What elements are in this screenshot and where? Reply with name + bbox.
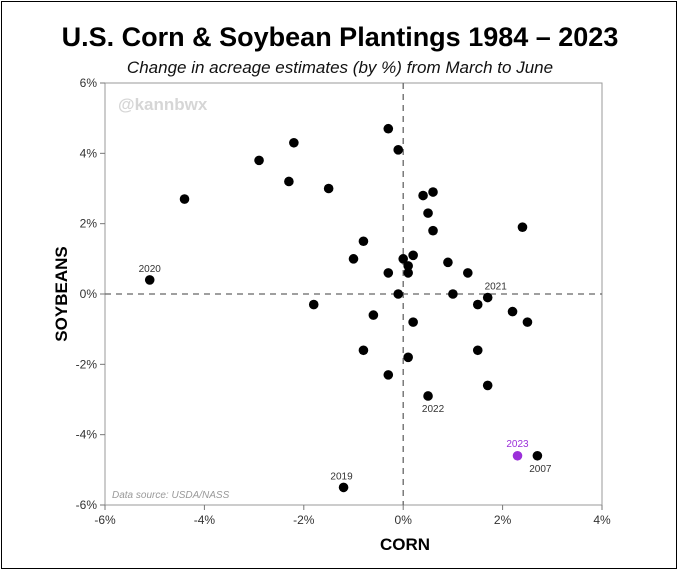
data-point xyxy=(323,183,334,194)
data-point xyxy=(393,145,404,155)
data-point xyxy=(403,352,413,363)
data-point xyxy=(308,299,319,310)
x-tick-label: 2% xyxy=(494,513,512,527)
data-point xyxy=(517,222,528,232)
chart-subtitle: Change in acreage estimates (by %) from … xyxy=(126,58,554,77)
data-point xyxy=(284,176,294,187)
data-point xyxy=(398,254,409,264)
data-point xyxy=(423,391,433,401)
data-point xyxy=(383,370,394,380)
data-point xyxy=(408,317,418,327)
x-tick-label: -2% xyxy=(293,513,315,527)
data-point xyxy=(463,268,473,278)
data-point xyxy=(448,289,458,299)
data-point xyxy=(144,275,155,285)
y-tick-label: 2% xyxy=(80,217,98,231)
point-label: 2021 xyxy=(485,282,508,293)
watermark: @kannbwx xyxy=(118,95,208,114)
data-point xyxy=(482,292,493,303)
data-point xyxy=(358,345,369,356)
x-tick-label: -6% xyxy=(94,513,116,527)
source-note: Data source: USDA/NASS xyxy=(112,490,230,501)
y-tick-label: 0% xyxy=(80,287,98,301)
data-point xyxy=(338,482,349,493)
data-point xyxy=(522,317,533,327)
data-point xyxy=(418,190,428,201)
data-point xyxy=(358,236,369,247)
data-point xyxy=(348,254,359,264)
point-label: 2007 xyxy=(529,464,552,475)
x-tick-label: -4% xyxy=(194,513,216,527)
data-point xyxy=(423,208,433,218)
y-tick-label: -4% xyxy=(76,428,98,442)
data-point xyxy=(428,225,438,236)
data-point xyxy=(289,137,299,148)
x-tick-label: 0% xyxy=(395,513,413,527)
y-tick-label: 6% xyxy=(80,76,98,90)
point-label: 2023 xyxy=(506,439,529,450)
y-tick-label: -2% xyxy=(76,357,98,371)
data-point xyxy=(408,250,418,261)
data-point xyxy=(472,345,483,356)
data-point xyxy=(532,450,543,461)
data-point xyxy=(403,268,413,278)
data-point xyxy=(507,306,518,317)
point-label: 2019 xyxy=(330,471,353,482)
y-tick-label: -6% xyxy=(76,498,98,512)
data-point xyxy=(403,261,413,271)
data-point xyxy=(368,310,379,320)
data-point xyxy=(443,257,453,268)
x-axis-title: CORN xyxy=(380,535,430,554)
y-tick-label: 4% xyxy=(80,146,98,160)
data-point xyxy=(472,299,483,310)
highlight-point xyxy=(512,450,523,461)
data-point xyxy=(383,123,394,134)
point-label: 2022 xyxy=(422,404,445,415)
data-point xyxy=(482,380,493,391)
data-point xyxy=(179,194,190,204)
y-axis-title: SOYBEANS xyxy=(52,246,71,341)
data-point xyxy=(428,187,438,197)
data-point xyxy=(393,289,404,299)
point-label: 2020 xyxy=(139,264,162,275)
data-point xyxy=(254,155,264,166)
x-tick-label: 4% xyxy=(593,513,611,527)
data-point xyxy=(383,268,394,278)
chart-title: U.S. Corn & Soybean Plantings 1984 – 202… xyxy=(61,22,619,52)
